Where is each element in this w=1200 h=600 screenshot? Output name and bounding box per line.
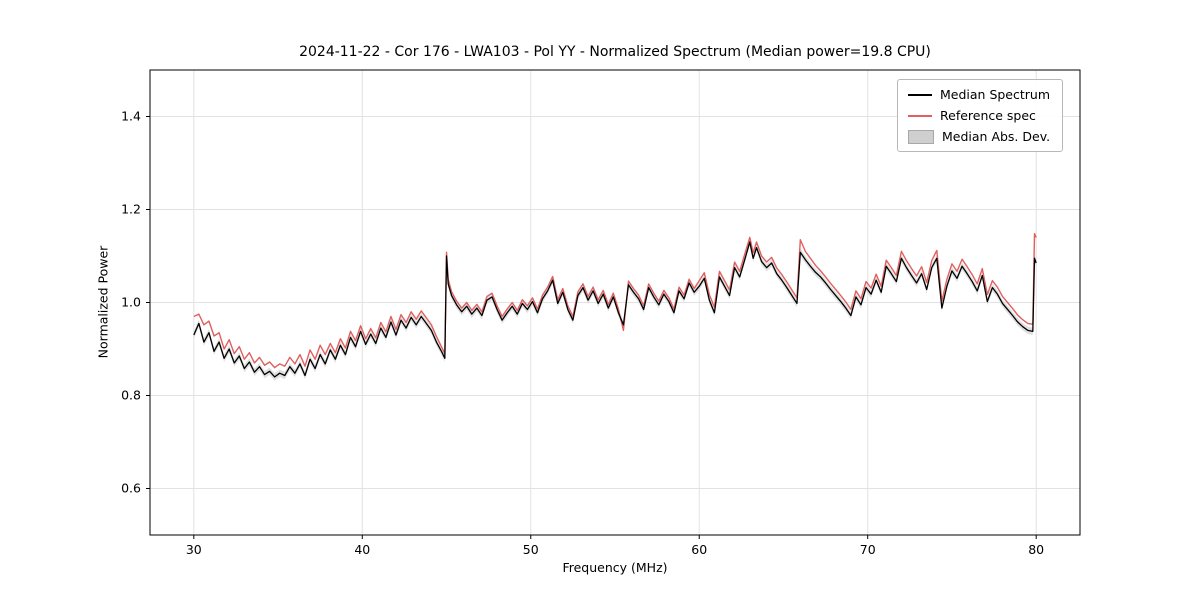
legend-patch-swatch — [908, 129, 934, 144]
median-spectrum-line — [193, 241, 1037, 378]
y-tick-label: 1.0 — [121, 295, 141, 310]
legend-line-swatch — [908, 93, 932, 96]
x-tick-label: 60 — [691, 542, 707, 557]
legend-line-swatch — [908, 114, 932, 117]
x-axis-label: Frequency (MHz) — [562, 560, 668, 575]
reference-spec-line — [193, 232, 1037, 369]
legend-entry: Median Abs. Dev. — [908, 129, 1050, 144]
x-tick-label: 80 — [1028, 542, 1044, 557]
y-tick-label: 1.2 — [121, 202, 141, 217]
y-tick-label: 0.6 — [121, 481, 141, 496]
x-tick-label: 40 — [354, 542, 370, 557]
y-tick-label: 1.4 — [121, 109, 141, 124]
y-tick-label: 0.8 — [121, 388, 141, 403]
y-axis-label: Normalized Power — [95, 245, 111, 359]
mad-band — [193, 238, 1037, 381]
legend-entry-label: Median Spectrum — [940, 87, 1051, 102]
x-tick-label: 50 — [523, 542, 539, 557]
legend: Median Spectrum Reference spec Median Abs.… — [897, 79, 1064, 152]
legend-entry-label: Reference spec — [940, 108, 1036, 123]
x-tick-label: 30 — [186, 542, 202, 557]
legend-entry: Median Spectrum — [908, 87, 1050, 102]
legend-entry-label: Median Abs. Dev. — [942, 129, 1051, 144]
legend-entry: Reference spec — [908, 108, 1050, 123]
x-tick-label: 70 — [860, 542, 876, 557]
chart-title: 2024-11-22 - Cor 176 - LWA103 - Pol YY -… — [299, 44, 931, 60]
